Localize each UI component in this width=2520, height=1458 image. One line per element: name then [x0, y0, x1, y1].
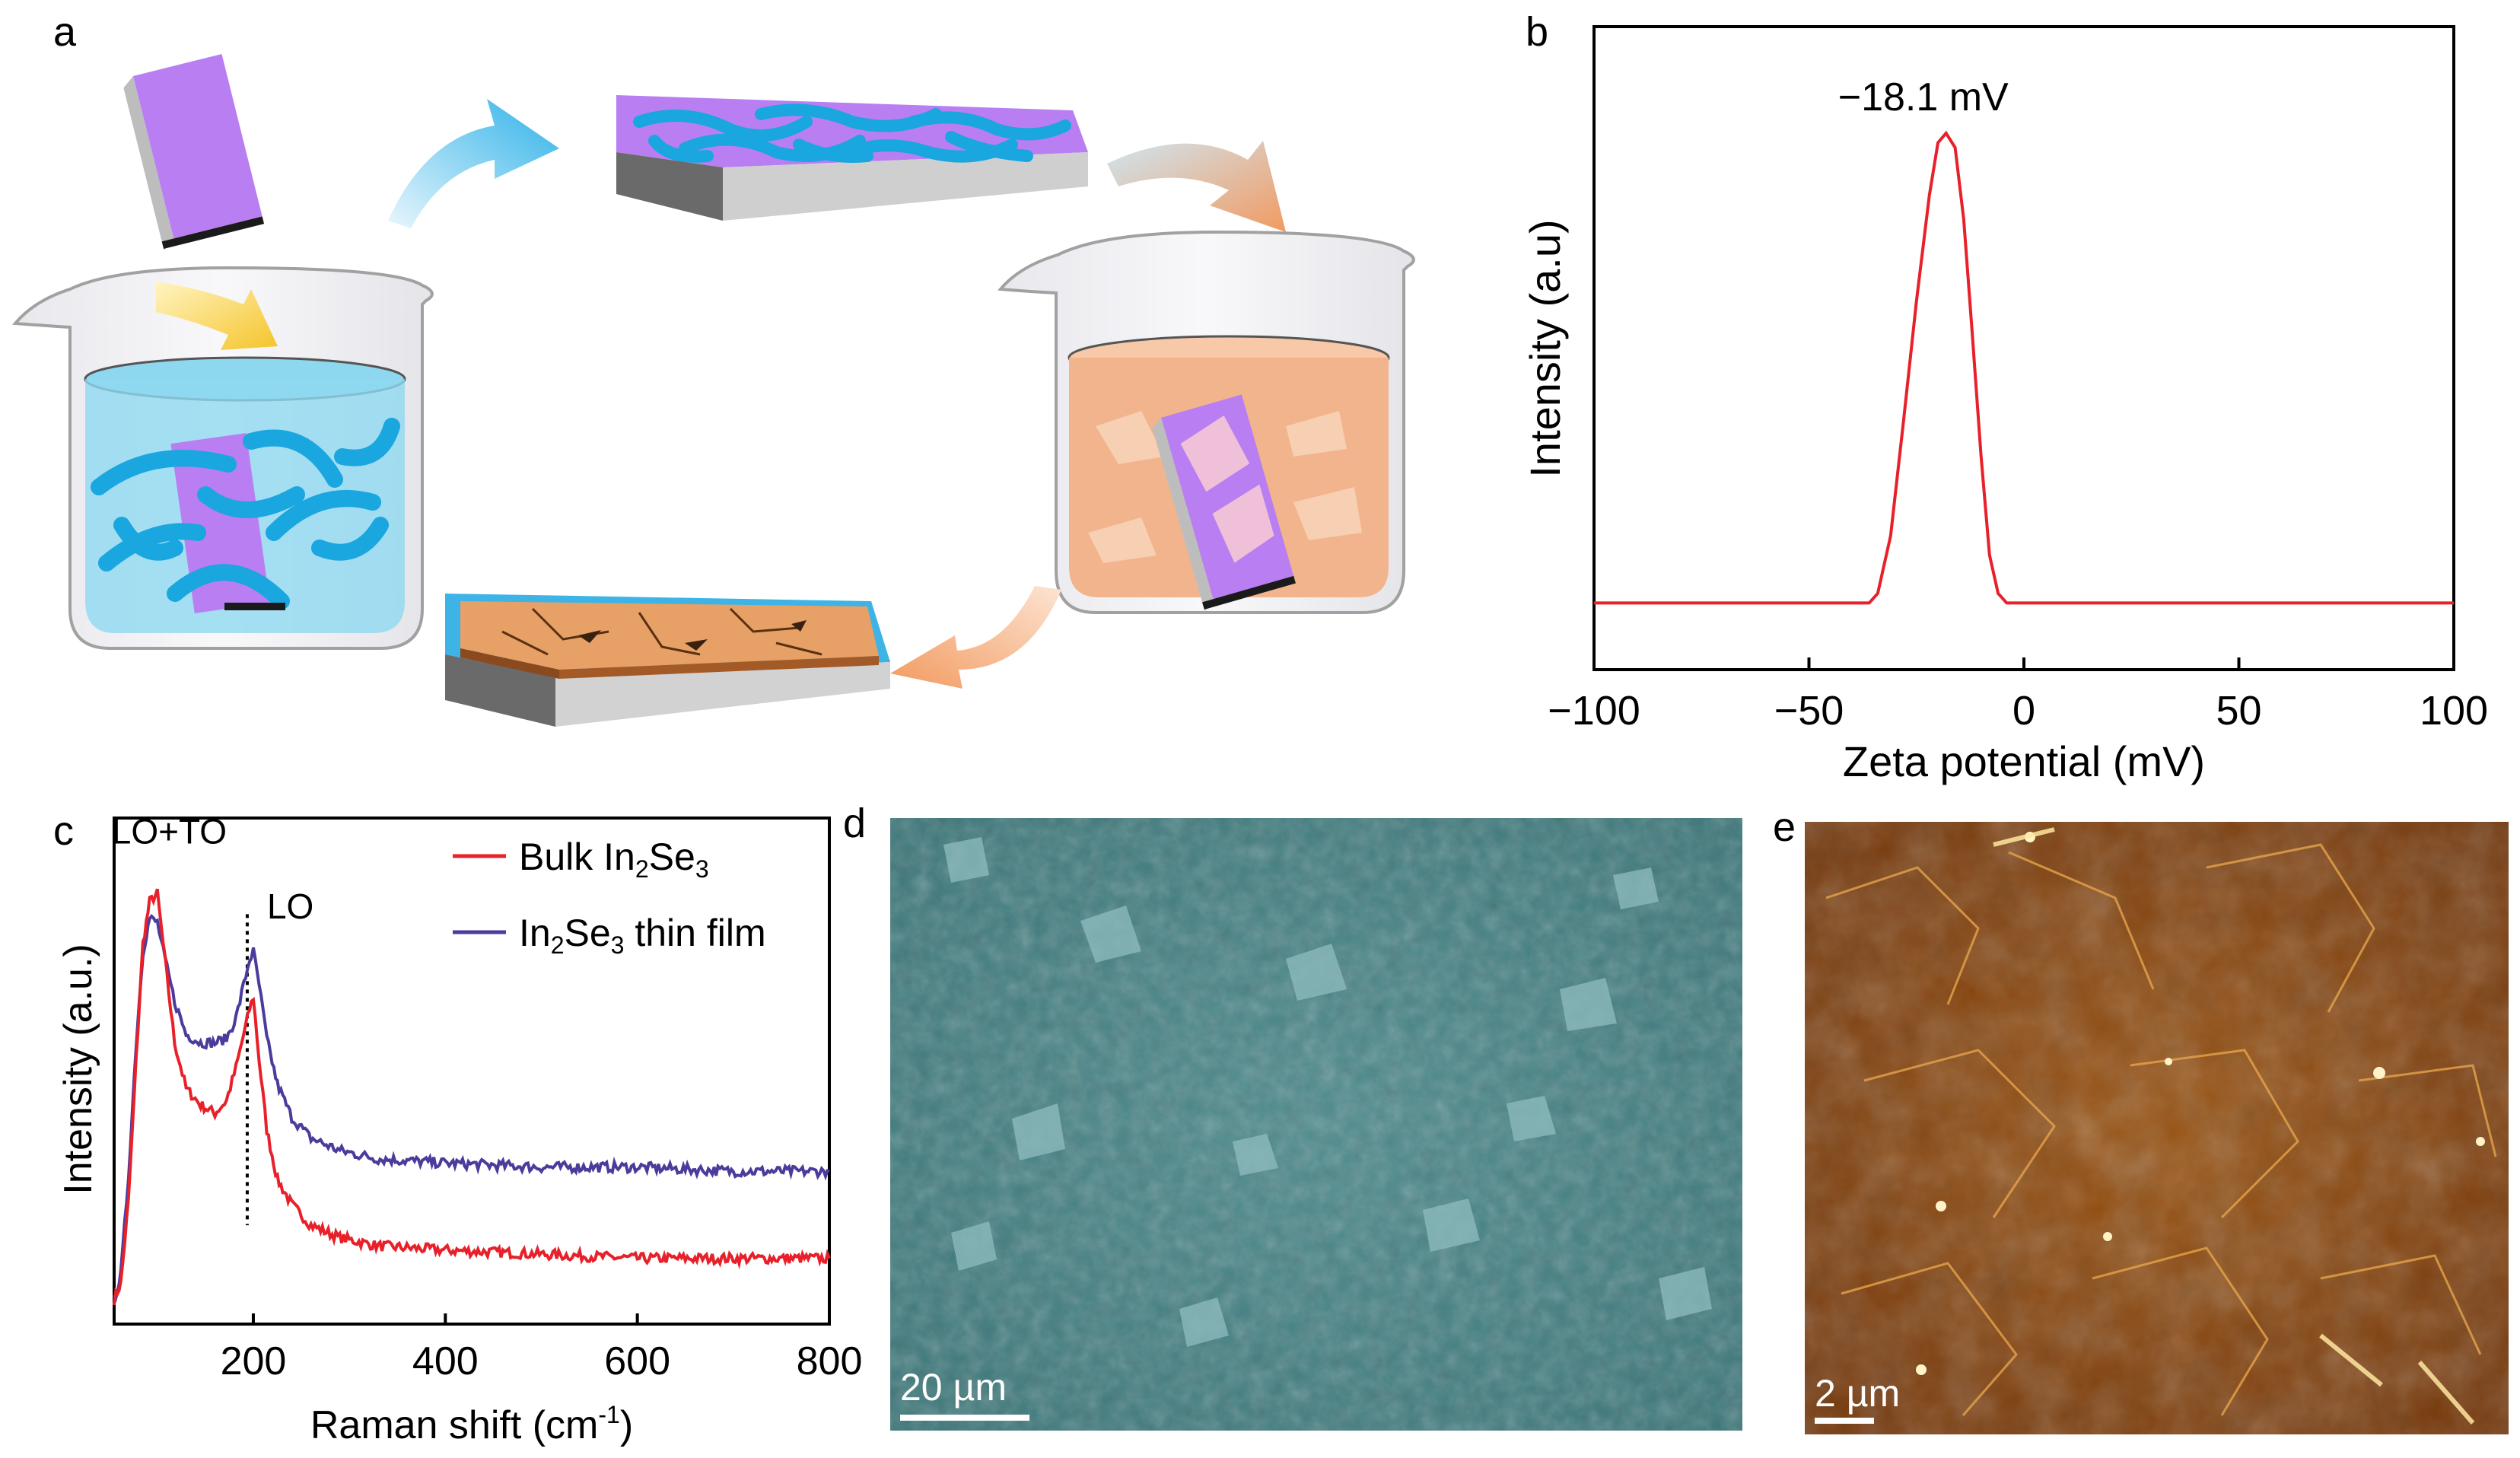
e-scale-bar — [1815, 1418, 1874, 1424]
d-flakes — [943, 837, 1712, 1347]
c-annotation-lo-to: LO+TO — [112, 812, 227, 852]
b-series-zeta — [1594, 130, 2454, 605]
panel-a-label: a — [53, 9, 77, 55]
c-plot-frame — [113, 817, 831, 1326]
panel-b-label: b — [1526, 9, 1548, 55]
c-legend-label-bulk: Bulk In2Se3 — [519, 836, 709, 883]
e-flake-edges — [1825, 843, 2497, 1416]
arrow-orange-1 — [1107, 141, 1286, 232]
b-x-tick-label: 50 — [2216, 688, 2261, 734]
panel-e-label: e — [1773, 804, 1796, 850]
e-bright-spots — [1916, 832, 2485, 1375]
c-x-tick-label: 800 — [797, 1339, 863, 1383]
substrate-dip — [123, 53, 265, 250]
d-scale-bar — [900, 1415, 1029, 1421]
d-scale-bar-label: 20 µm — [900, 1366, 1007, 1409]
b-x-tick-label: −100 — [1548, 688, 1640, 734]
c-x-tick-labels: 200 400 600 800 — [221, 1339, 863, 1383]
panel-c-chart: c 200 400 600 800 LO+TO LO Bulk In2Se3 In2S… — [53, 808, 862, 1447]
b-x-tick-label: 100 — [2420, 688, 2488, 734]
panel-a-schematic: a — [11, 9, 1415, 727]
c-annotation-lo: LO — [267, 887, 313, 926]
c-y-axis-label: Intensity (a.u.) — [56, 944, 100, 1194]
e-bright-streaks — [1993, 827, 2475, 1425]
arrow-orange-2 — [890, 586, 1061, 689]
panel-d-label: d — [843, 801, 866, 846]
b-peak-annotation: −18.1 mV — [1838, 75, 2009, 119]
e-scale-bar-label: 2 µm — [1815, 1372, 1900, 1415]
b-x-ticks — [1592, 657, 2455, 670]
b-plot-frame — [1592, 25, 2455, 671]
c-legend: Bulk In2Se3 In2Se3 thin film — [453, 836, 766, 959]
b-x-tick-labels: −100 −50 0 50 100 — [1548, 688, 2488, 734]
coated-substrate — [616, 95, 1088, 221]
c-series-bulk — [113, 888, 831, 1306]
c-x-axis-label: Raman shift (cm-1) — [310, 1401, 633, 1447]
c-x-tick-label: 200 — [221, 1339, 287, 1383]
panel-c-label: c — [53, 808, 74, 854]
panel-b-chart: b −100 −50 0 50 100 −18.1 mV Zeta potential … — [1521, 9, 2488, 785]
b-y-axis-label: Intensity (a.u) — [1521, 219, 1569, 477]
b-x-axis-label: Zeta potential (mV) — [1843, 737, 2205, 785]
c-legend-label-thin-film: In2Se3 thin film — [519, 912, 766, 959]
arrow-yellow — [156, 282, 278, 350]
b-x-tick-label: 0 — [2013, 688, 2035, 734]
panel-d-micrograph: d 20 µm — [843, 801, 1742, 1431]
film-substrate — [445, 594, 890, 727]
panel-e-afm: e 2 µm — [1773, 804, 2509, 1434]
e-image-texture — [1805, 822, 2509, 1434]
b-x-tick-label: −50 — [1774, 688, 1844, 734]
arrow-blue — [388, 99, 559, 228]
c-series-thin-film — [113, 914, 830, 1303]
c-x-ticks — [251, 1313, 831, 1324]
c-x-tick-label: 600 — [604, 1339, 670, 1383]
beaker-right — [998, 230, 1415, 614]
beaker-left — [11, 266, 434, 650]
c-x-tick-label: 400 — [412, 1339, 479, 1383]
